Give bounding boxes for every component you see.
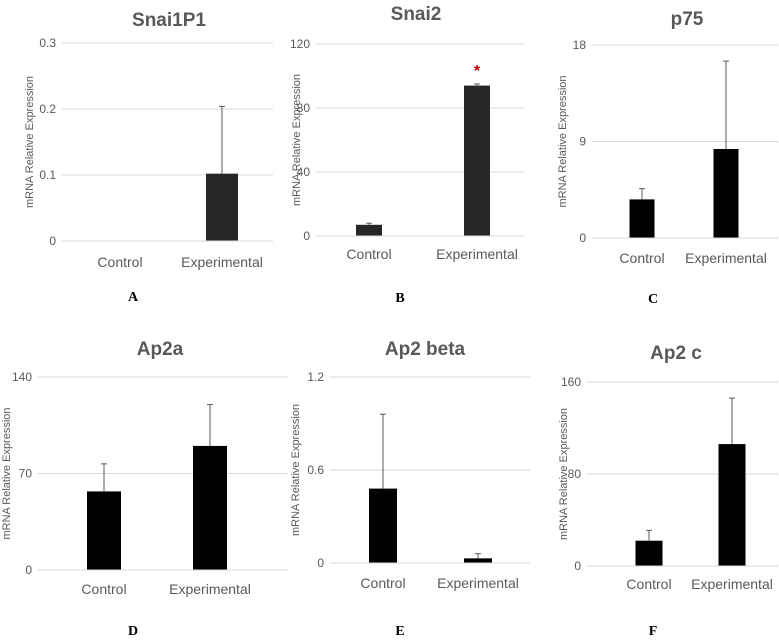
chart-title: Ap2a <box>137 339 184 360</box>
bar <box>369 488 397 563</box>
y-axis-label: mRNA Relative Expression <box>1 407 13 539</box>
y-tick-label: 120 <box>290 37 310 51</box>
significance-marker: * <box>474 63 481 80</box>
x-tick-label: Experimental <box>169 581 251 597</box>
y-tick-label: 0.6 <box>307 463 324 477</box>
panel-label: E <box>395 624 404 639</box>
x-tick-label: Experimental <box>685 250 767 266</box>
x-tick-label: Control <box>360 575 405 591</box>
bar <box>87 491 121 570</box>
y-tick-label: 9 <box>579 135 586 149</box>
y-tick-label: 0 <box>579 231 586 245</box>
x-tick-label: Control <box>619 250 664 266</box>
y-tick-label: 0 <box>574 559 581 573</box>
y-tick-label: 70 <box>19 467 33 481</box>
x-tick-label: Experimental <box>181 254 263 270</box>
y-tick-label: 80 <box>568 467 582 481</box>
x-tick-label: Experimental <box>691 576 773 592</box>
bar <box>629 199 655 238</box>
y-tick-label: 80 <box>297 101 311 115</box>
chart-title: Ap2 c <box>650 343 702 364</box>
bar <box>193 445 227 570</box>
y-tick-label: 0.3 <box>39 36 56 50</box>
y-axis-label: mRNA Relative Expression <box>290 404 302 536</box>
y-tick-label: 40 <box>297 165 311 179</box>
y-tick-label: 0 <box>25 563 32 577</box>
panel-label: A <box>128 290 139 305</box>
chart-title: p75 <box>671 9 704 30</box>
x-tick-label: Experimental <box>437 575 519 591</box>
chart-title: Ap2 beta <box>385 339 466 360</box>
panel-label: B <box>395 291 404 306</box>
y-tick-label: 0 <box>303 229 310 243</box>
y-tick-label: 0 <box>317 556 324 570</box>
y-tick-label: 1.2 <box>307 370 324 384</box>
bar <box>356 224 382 236</box>
y-axis-label: mRNA Relative Expression <box>291 74 303 206</box>
panel-label: F <box>649 624 658 639</box>
panel-label: C <box>648 292 658 307</box>
bar <box>718 444 746 566</box>
y-axis-label: mRNA Relative Expression <box>558 408 570 540</box>
y-tick-label: 0 <box>49 234 56 248</box>
y-axis-label: mRNA Relative Expression <box>557 75 569 207</box>
x-tick-label: Control <box>81 581 126 597</box>
bar <box>206 173 238 241</box>
bar <box>464 85 490 236</box>
chart-title: Snai1P1 <box>132 10 206 31</box>
panel-label: D <box>128 624 138 639</box>
bar <box>635 540 663 566</box>
x-tick-label: Control <box>346 246 391 262</box>
bar <box>713 149 739 238</box>
chart-title: Snai2 <box>391 4 442 25</box>
y-tick-label: 0.1 <box>39 168 56 182</box>
y-tick-label: 140 <box>12 370 32 384</box>
y-tick-label: 18 <box>573 38 587 52</box>
x-tick-label: Experimental <box>436 246 518 262</box>
y-tick-label: 160 <box>561 375 581 389</box>
x-tick-label: Control <box>97 254 142 270</box>
y-axis-label: mRNA Relative Expression <box>24 76 36 208</box>
x-tick-label: Control <box>626 576 671 592</box>
y-tick-label: 0.2 <box>39 102 56 116</box>
bar <box>464 558 492 563</box>
